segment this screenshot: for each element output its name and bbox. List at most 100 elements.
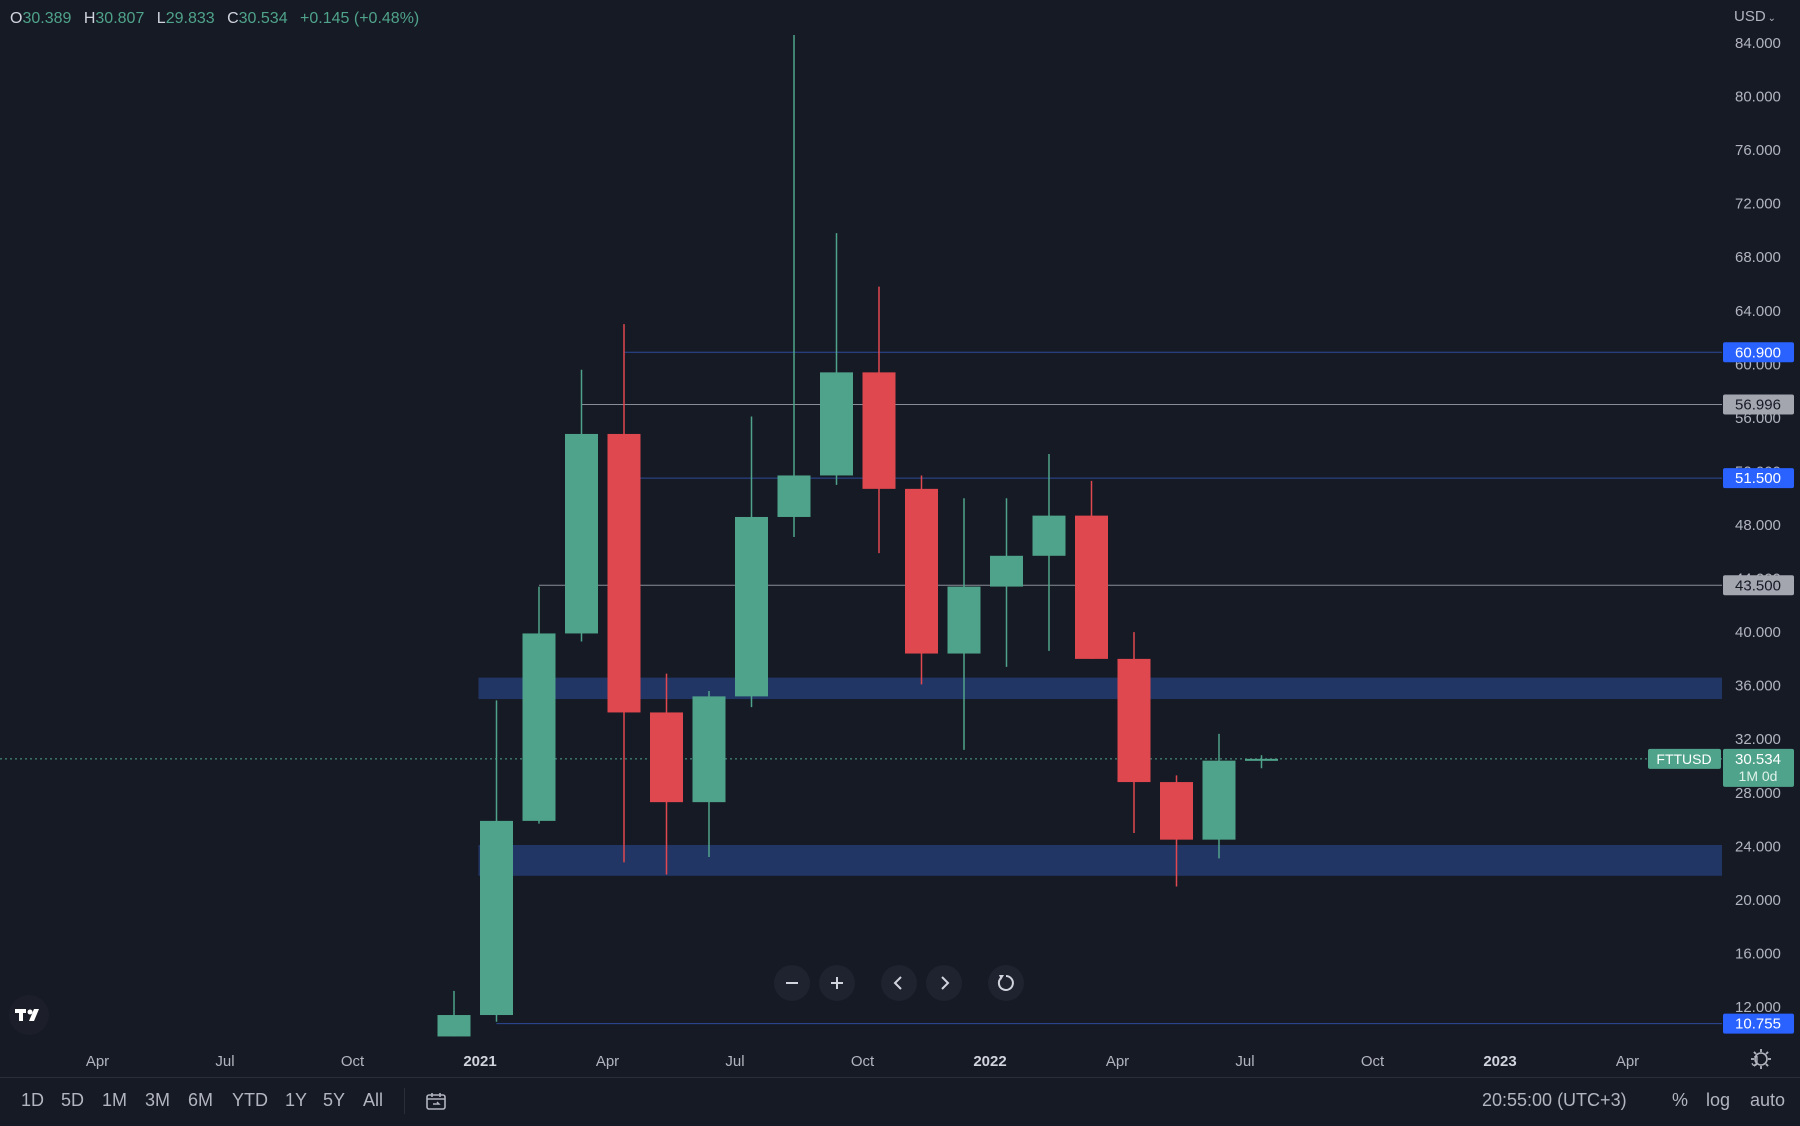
candles-layer bbox=[437, 34, 1278, 1037]
candle-body-8[interactable] bbox=[777, 475, 811, 517]
scroll-left-button[interactable] bbox=[881, 965, 917, 1001]
y-tick-2: 20.000 bbox=[1735, 892, 1781, 909]
level-label-bg-4 bbox=[1723, 1013, 1794, 1034]
open-label: O bbox=[10, 10, 23, 27]
percent-scale-toggle[interactable]: % bbox=[1672, 1090, 1689, 1110]
x-tick-5: Jul bbox=[725, 1053, 744, 1070]
currency-selector[interactable]: USD ⌄ bbox=[1734, 8, 1776, 25]
candle-body-15[interactable] bbox=[1075, 515, 1108, 659]
level-label-bg-3 bbox=[1723, 575, 1794, 596]
scroll-right-button[interactable] bbox=[926, 965, 962, 1001]
chevron-right-icon bbox=[941, 976, 950, 990]
candle-body-12[interactable] bbox=[947, 586, 981, 654]
y-tick-3: 24.000 bbox=[1735, 838, 1781, 855]
candle-body-6[interactable] bbox=[692, 696, 726, 803]
level-label-bg-1 bbox=[1723, 394, 1794, 415]
x-tick-8: Apr bbox=[1106, 1053, 1129, 1070]
last-price-bg bbox=[1723, 748, 1794, 787]
candle-body-7[interactable] bbox=[735, 516, 768, 697]
x-tick-11: 2023 bbox=[1483, 1053, 1516, 1070]
log-scale-toggle[interactable]: log bbox=[1706, 1090, 1731, 1110]
zoom-in-button[interactable] bbox=[819, 965, 855, 1001]
x-tick-10: Oct bbox=[1361, 1053, 1385, 1070]
period-5y-button[interactable]: 5Y bbox=[323, 1090, 346, 1110]
candle-body-18[interactable] bbox=[1202, 760, 1236, 840]
reset-chart-button[interactable] bbox=[988, 965, 1024, 1001]
level-label-1: 56.996 bbox=[1735, 397, 1781, 414]
y-tick-6: 36.000 bbox=[1735, 678, 1781, 695]
y-tick-14: 68.000 bbox=[1735, 249, 1781, 266]
candle-body-10[interactable] bbox=[862, 372, 896, 489]
period-1d-button[interactable]: 1D bbox=[21, 1090, 45, 1110]
period-6m-button[interactable]: 6M bbox=[188, 1090, 214, 1110]
toolbar-divider bbox=[404, 1088, 405, 1114]
last-price-value: 30.534 bbox=[1735, 751, 1781, 768]
high-label: H bbox=[83, 10, 96, 27]
low-label: L bbox=[156, 10, 166, 27]
y-tick-18: 84.000 bbox=[1735, 35, 1781, 52]
candle-body-11[interactable] bbox=[905, 488, 938, 654]
level-labels-layer: 60.900 56.996 51.500 43.500 10.755 bbox=[1723, 342, 1794, 1034]
currency-label: USD bbox=[1734, 8, 1766, 25]
candle-body-16[interactable] bbox=[1117, 658, 1151, 783]
time-axis: Apr Jul Oct 2021 Apr Jul Oct 2022 Apr Jul Oct 2023 A… bbox=[86, 1049, 1771, 1070]
level-label-2: 51.500 bbox=[1735, 470, 1781, 487]
level-label-0: 60.900 bbox=[1735, 344, 1781, 361]
reset-icon bbox=[997, 975, 1014, 991]
level-label-3: 43.500 bbox=[1735, 577, 1781, 594]
y-tick-9: 48.000 bbox=[1735, 517, 1781, 534]
bottom-toolbar: 1D 5D 1M 3M 6M YTD 1Y 5Y All 20:55:00 (U… bbox=[0, 1077, 1800, 1126]
zones-layer bbox=[478, 677, 1722, 876]
period-ytd-button[interactable]: YTD bbox=[232, 1090, 268, 1110]
candle-body-9[interactable] bbox=[820, 372, 853, 476]
zoom-out-button[interactable] bbox=[774, 965, 810, 1001]
close-value: 30.534 bbox=[238, 10, 288, 27]
support-zone-0 bbox=[478, 677, 1722, 700]
auto-scale-toggle[interactable]: auto bbox=[1750, 1090, 1786, 1110]
x-tick-3: 2021 bbox=[463, 1053, 496, 1070]
candle-body-5[interactable] bbox=[650, 712, 683, 803]
chevron-left-icon bbox=[893, 976, 902, 990]
candle-body-1[interactable] bbox=[480, 820, 513, 1016]
x-tick-9: Jul bbox=[1235, 1053, 1254, 1070]
y-tick-5: 32.000 bbox=[1735, 731, 1781, 748]
x-tick-12: Apr bbox=[1616, 1053, 1639, 1070]
period-5d-button[interactable]: 5D bbox=[61, 1090, 85, 1110]
x-tick-0: Apr bbox=[86, 1053, 109, 1070]
gear-icon[interactable] bbox=[1751, 1049, 1771, 1069]
bar-countdown: 1M 0d bbox=[1739, 768, 1778, 784]
low-value: 29.833 bbox=[165, 10, 215, 27]
y-tick-4: 28.000 bbox=[1735, 785, 1781, 802]
symbol-tag-bg bbox=[1648, 748, 1721, 769]
calendar-range-icon[interactable] bbox=[424, 1090, 448, 1114]
period-1m-button[interactable]: 1M bbox=[102, 1090, 128, 1110]
period-3m-button[interactable]: 3M bbox=[145, 1090, 171, 1110]
minus-icon bbox=[786, 982, 798, 984]
period-1y-button[interactable]: 1Y bbox=[285, 1090, 308, 1110]
price-chart[interactable]: 12.000 16.000 20.000 24.000 28.000 32.000 36.0… bbox=[0, 0, 1800, 1077]
candle-body-17[interactable] bbox=[1160, 782, 1193, 840]
candle-body-3[interactable] bbox=[565, 433, 598, 634]
candle-body-4[interactable] bbox=[607, 433, 641, 713]
candle-body-0[interactable] bbox=[437, 1015, 471, 1037]
candle-body-2[interactable] bbox=[522, 633, 556, 821]
x-tick-2: Oct bbox=[341, 1053, 365, 1070]
x-tick-4: Apr bbox=[596, 1053, 619, 1070]
x-tick-7: 2022 bbox=[973, 1053, 1006, 1070]
x-tick-1: Jul bbox=[215, 1053, 234, 1070]
candle-body-14[interactable] bbox=[1032, 515, 1066, 556]
y-tick-16: 76.000 bbox=[1735, 142, 1781, 159]
candle-body-13[interactable] bbox=[990, 555, 1023, 587]
change-value: +0.145 (+0.48%) bbox=[300, 10, 420, 27]
y-tick-7: 40.000 bbox=[1735, 624, 1781, 641]
symbol-tag: FTTUSD bbox=[1656, 751, 1711, 767]
y-tick-13: 64.000 bbox=[1735, 303, 1781, 320]
tradingview-logo-icon[interactable] bbox=[9, 995, 49, 1035]
candle-body-19[interactable] bbox=[1245, 758, 1278, 761]
price-axis: 12.000 16.000 20.000 24.000 28.000 32.000 36.0… bbox=[1735, 35, 1781, 1016]
high-value: 30.807 bbox=[95, 10, 145, 27]
period-all-button[interactable]: All bbox=[363, 1090, 384, 1110]
time-readout[interactable]: 20:55:00 (UTC+3) bbox=[1482, 1090, 1627, 1110]
